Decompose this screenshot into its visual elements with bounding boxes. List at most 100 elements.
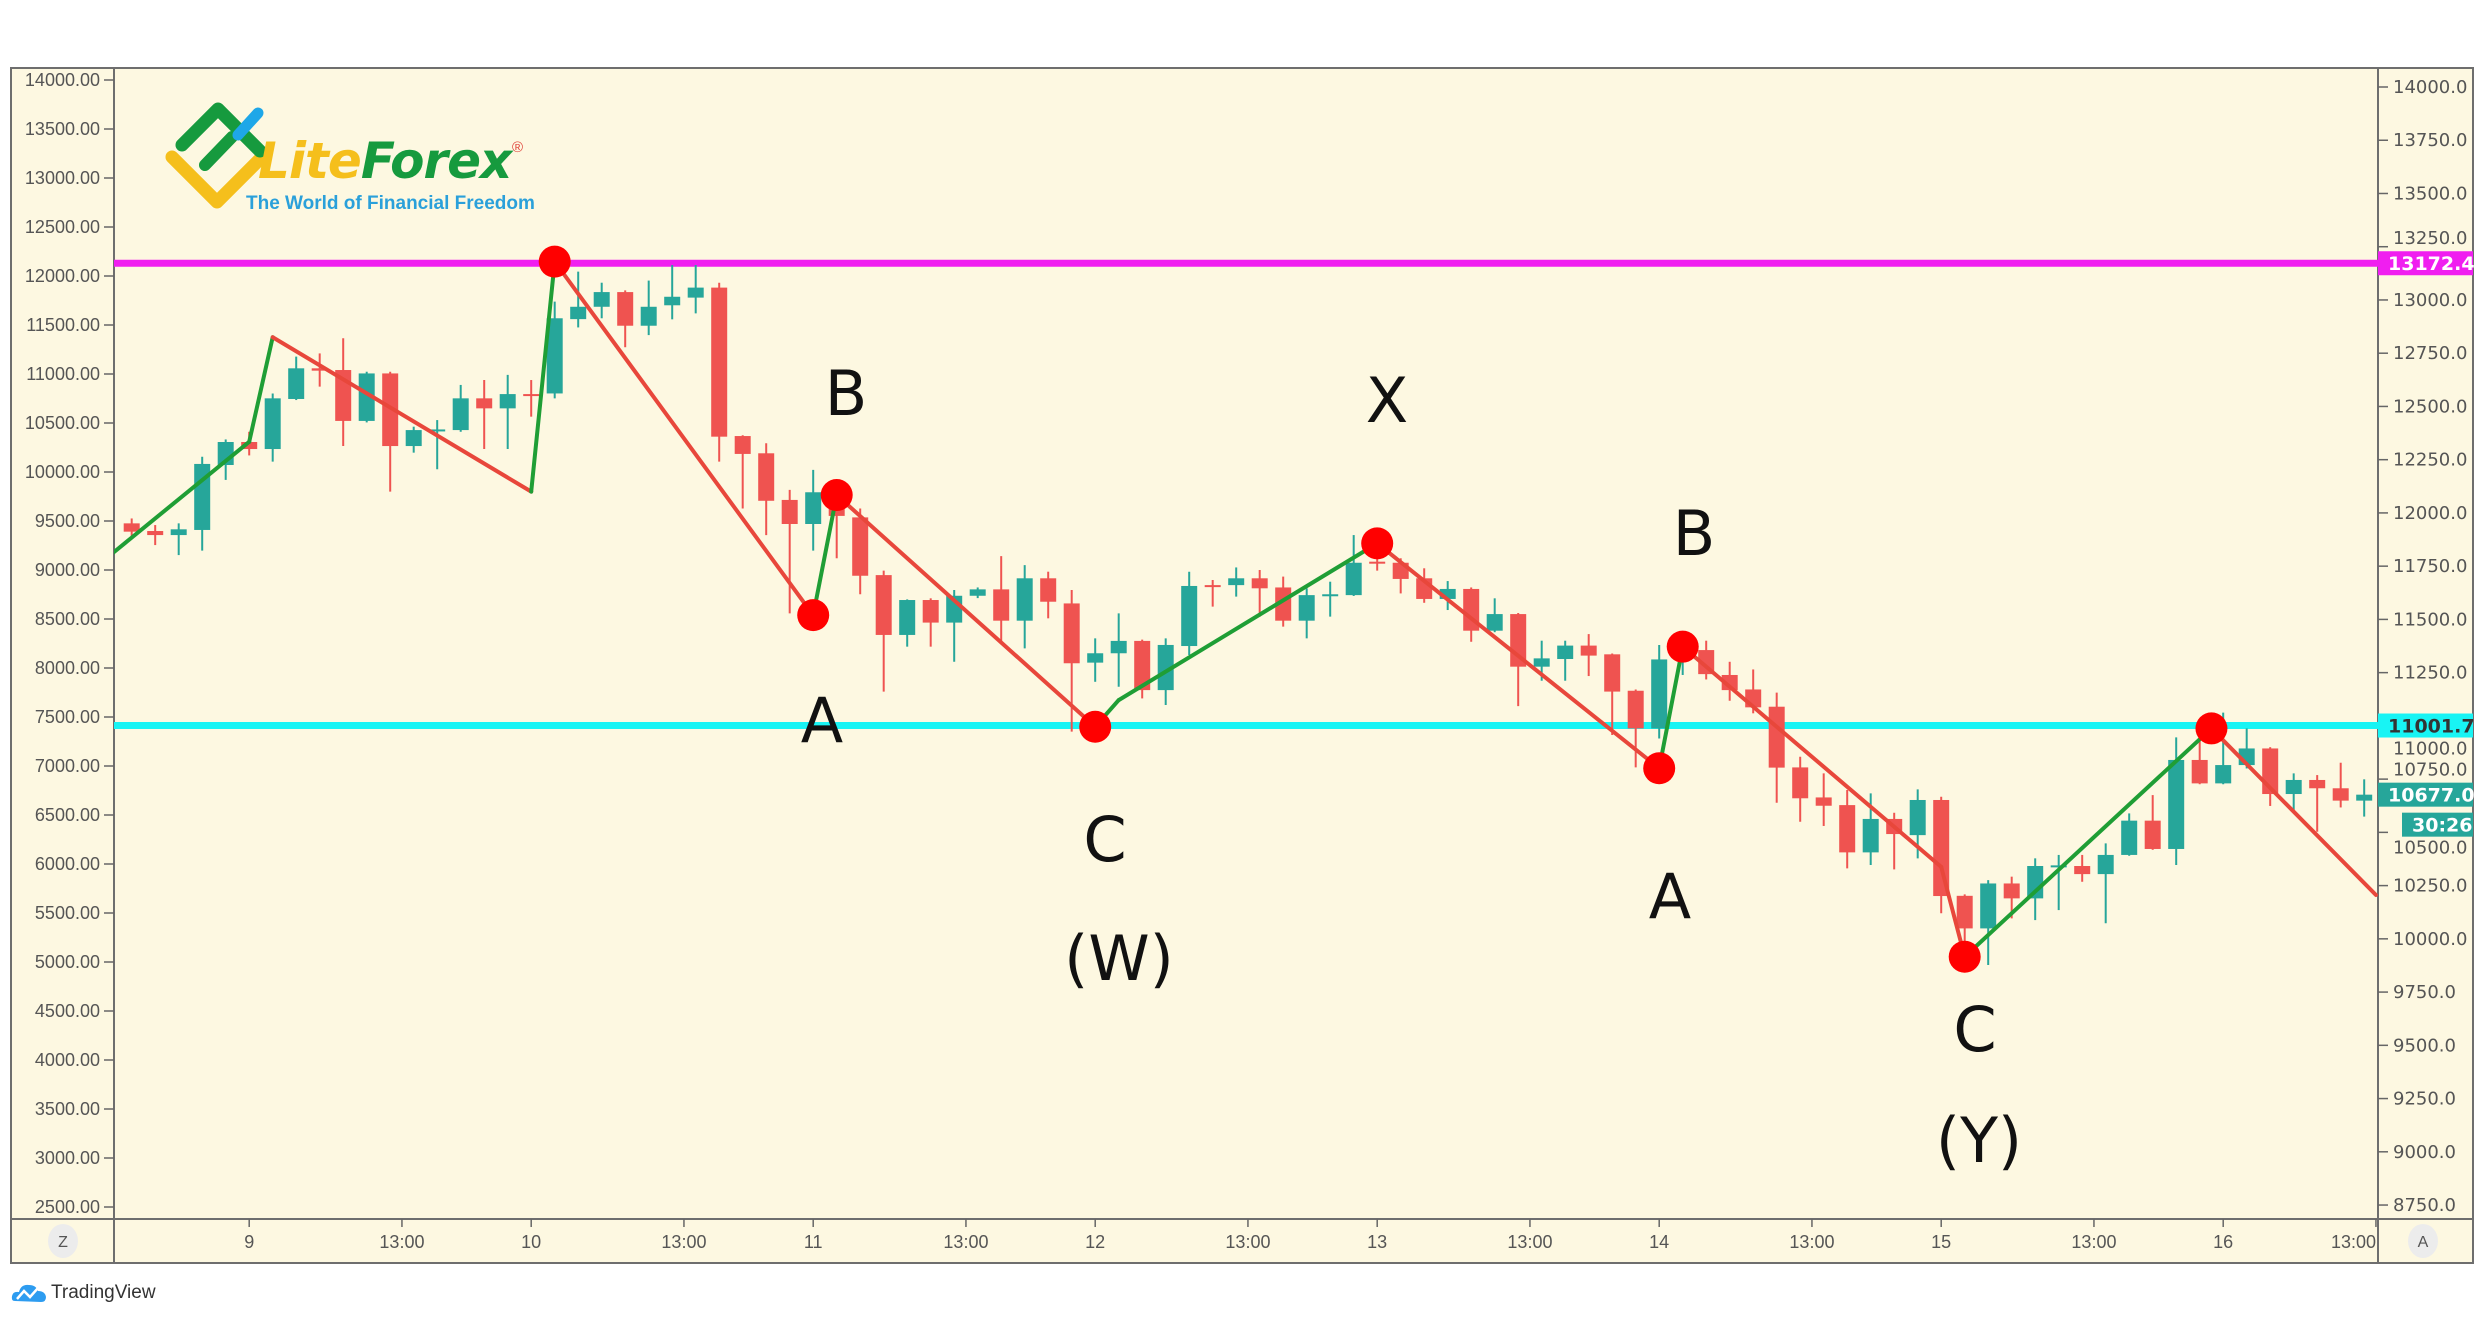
elliott-wave-lines bbox=[108, 259, 2378, 959]
candle-body bbox=[2168, 759, 2185, 849]
candle-body bbox=[1251, 578, 1268, 589]
candle-body bbox=[805, 492, 822, 524]
support-price-badge: 11001.7 bbox=[2388, 716, 2475, 738]
left-axis-label: 12000.00 bbox=[25, 266, 100, 286]
wave-up-segment[interactable] bbox=[811, 493, 839, 618]
candle bbox=[875, 570, 892, 692]
wave-pivot-dot[interactable] bbox=[797, 599, 830, 632]
wave-pivot-dot[interactable] bbox=[1666, 630, 1699, 663]
right-axis-label: 8750.0 bbox=[2393, 1195, 2456, 1216]
right-axis-label: 13250.0 bbox=[2393, 228, 2467, 249]
candle-body bbox=[288, 368, 305, 399]
wave-up-segment[interactable] bbox=[1962, 726, 2214, 959]
time-axis-label: 11 bbox=[804, 1232, 823, 1252]
time-axis-label: 13:00 bbox=[1507, 1232, 1552, 1252]
wave-up-segment[interactable] bbox=[247, 335, 275, 444]
candle-body bbox=[852, 517, 869, 576]
candle bbox=[781, 489, 798, 614]
logo-registered-mark: ® bbox=[512, 139, 524, 156]
right-axis-label: 10750.0 bbox=[2393, 760, 2467, 781]
wave-pivot-dot[interactable] bbox=[1643, 752, 1676, 785]
time-axis[interactable]: 9 13:00 10 13:00 11 13:00 12 13:00 13 13:00 14 13:0… bbox=[244, 1219, 2377, 1252]
right-axis-label: 11250.0 bbox=[2393, 663, 2467, 684]
candle-body bbox=[1134, 640, 1151, 691]
candle bbox=[758, 443, 775, 536]
time-axis-label: 13:00 bbox=[379, 1232, 424, 1252]
candle-body bbox=[758, 453, 775, 501]
wave-pivot-dot[interactable] bbox=[2195, 712, 2228, 745]
candle-body bbox=[875, 575, 892, 635]
candle-body bbox=[546, 318, 563, 394]
wave-up-segment[interactable] bbox=[1657, 644, 1685, 771]
wave-labels: B A C (W) X B A C (Y) bbox=[801, 357, 2022, 1177]
wave-up-segment[interactable] bbox=[1116, 541, 1380, 703]
resistance-price-badge-bg bbox=[2378, 251, 2473, 276]
candle bbox=[311, 353, 328, 387]
candle-body bbox=[617, 292, 634, 326]
left-axis-label: 11000.00 bbox=[26, 364, 100, 384]
horizontal-levels bbox=[114, 259, 2378, 730]
candle bbox=[194, 456, 211, 551]
left-axis-label: 7000.00 bbox=[35, 756, 100, 776]
candle-body bbox=[687, 287, 704, 298]
candle-body bbox=[593, 292, 610, 307]
candle bbox=[1933, 796, 1950, 914]
axis-button-right-label: A bbox=[2418, 1234, 2429, 1251]
wave-pivot-dot[interactable] bbox=[820, 479, 853, 512]
left-axis-label: 4000.00 bbox=[35, 1050, 100, 1070]
time-axis-label: 12 bbox=[1085, 1232, 1105, 1252]
wave-pivot-dot[interactable] bbox=[538, 245, 571, 278]
wave-pivot-dot[interactable] bbox=[1079, 710, 1112, 743]
last-price-badge: 10677.0 bbox=[2388, 785, 2475, 807]
left-axis-label: 5000.00 bbox=[35, 952, 100, 972]
candle bbox=[288, 356, 305, 401]
time-axis-label: 13:00 bbox=[1225, 1232, 1270, 1252]
axis-button-left[interactable]: Z bbox=[48, 1224, 78, 1258]
chart-background bbox=[10, 67, 2474, 1264]
tradingview-cloud-icon bbox=[11, 1284, 47, 1302]
candle bbox=[1792, 756, 1809, 822]
resistance-price-badge: 13172.4 bbox=[2388, 253, 2475, 275]
candle bbox=[123, 518, 140, 537]
tradingview-attribution[interactable]: TradingView bbox=[11, 1280, 156, 1306]
candle-body bbox=[476, 398, 493, 409]
wave-down-segment[interactable] bbox=[270, 335, 534, 494]
left-axis-label: 3500.00 bbox=[35, 1099, 100, 1119]
axis-button-right[interactable]: A bbox=[2408, 1224, 2438, 1258]
left-axis-label: 11500.00 bbox=[26, 315, 100, 335]
wave-down-segment[interactable] bbox=[1375, 541, 1662, 771]
candle bbox=[828, 504, 845, 559]
candle-body bbox=[123, 523, 140, 532]
wave-up-segment[interactable] bbox=[108, 439, 252, 557]
logo-tagline: The World of Financial Freedom bbox=[246, 193, 535, 214]
right-axis-label: 10000.0 bbox=[2393, 929, 2467, 950]
candle-body bbox=[2332, 788, 2349, 801]
wave-label: A bbox=[1649, 860, 1691, 933]
candle bbox=[499, 374, 516, 450]
wave-down-segment[interactable] bbox=[552, 259, 816, 618]
time-axis-label: 13:00 bbox=[2071, 1232, 2116, 1252]
candle bbox=[1839, 789, 1856, 869]
time-axis-label: 13:00 bbox=[2331, 1232, 2376, 1252]
wave-pivot-dot[interactable] bbox=[1948, 940, 1981, 973]
wave-up-segment[interactable] bbox=[529, 259, 557, 494]
candle bbox=[2332, 762, 2349, 808]
right-axis-label: 9250.0 bbox=[2393, 1089, 2456, 1110]
wave-down-segment[interactable] bbox=[2209, 726, 2378, 897]
candle bbox=[664, 265, 681, 320]
wave-pivot-dot[interactable] bbox=[1361, 527, 1394, 560]
candle-body bbox=[1580, 645, 1597, 656]
candle-body bbox=[1040, 578, 1057, 602]
candle bbox=[1604, 653, 1621, 736]
wave-down-segment[interactable] bbox=[1680, 644, 1944, 869]
left-price-axis[interactable]: 14000.00 13500.00 13000.00 12500.00 12000.00… bbox=[25, 70, 114, 1217]
candle-body bbox=[1486, 614, 1503, 631]
candle bbox=[429, 420, 446, 470]
right-axis-label: 9500.0 bbox=[2393, 1035, 2456, 1056]
candle-body bbox=[2144, 820, 2161, 849]
wave-down-segment[interactable] bbox=[834, 493, 1098, 729]
right-price-axis[interactable]: 14000.0 13750.0 13500.0 13250.0 13000.0 12750… bbox=[2378, 77, 2467, 1216]
candle bbox=[1204, 580, 1221, 607]
left-axis-label: 9500.00 bbox=[35, 511, 100, 531]
